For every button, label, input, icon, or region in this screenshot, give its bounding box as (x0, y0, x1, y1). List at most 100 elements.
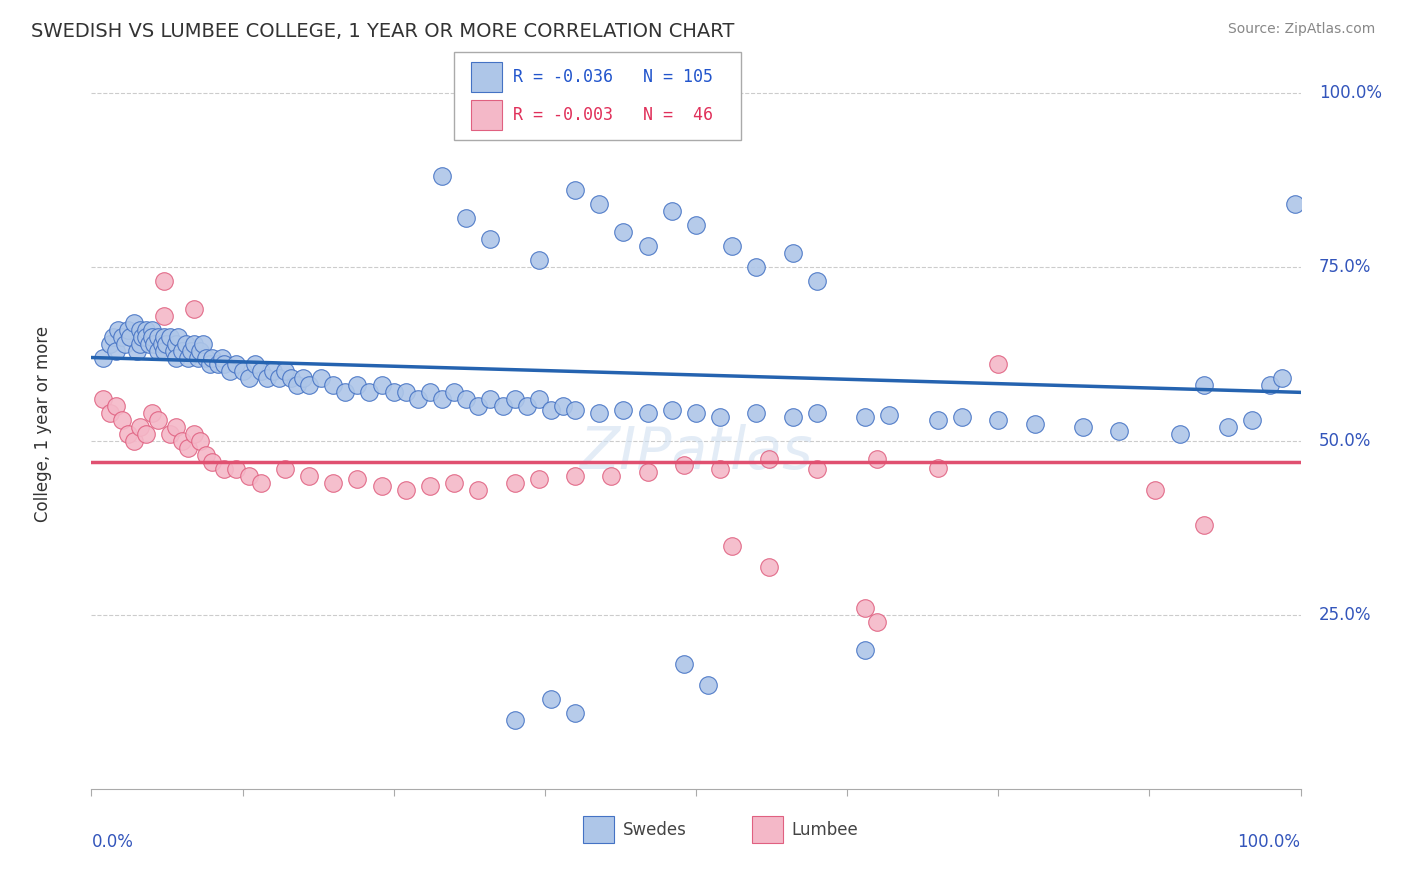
Point (806, 406, 828, 420)
Text: Source: ZipAtlas.com: Source: ZipAtlas.com (1227, 22, 1375, 37)
Point (285, 378, 308, 392)
Point (516, 399, 538, 413)
Point (672, 458, 695, 473)
Point (167, 329, 190, 343)
Point (98, 336, 121, 351)
Text: R = -0.003   N =  46: R = -0.003 N = 46 (513, 106, 713, 124)
Point (201, 351, 224, 365)
Text: 100.0%: 100.0% (1319, 84, 1382, 102)
Point (162, 343, 184, 358)
Point (661, 204, 683, 219)
Point (177, 441, 200, 455)
Point (588, 406, 610, 420)
Point (540, 691, 562, 706)
Point (661, 402, 683, 417)
Point (128, 420, 150, 434)
Point (1168, 427, 1191, 442)
Point (503, 713, 526, 727)
Point (758, 451, 780, 466)
Point (1271, 371, 1294, 385)
Point (225, 358, 247, 372)
Point (443, 475, 465, 490)
Point (111, 413, 132, 427)
Point (564, 402, 586, 417)
Point (135, 329, 157, 343)
Point (335, 385, 357, 400)
Point (467, 483, 489, 497)
Point (987, 413, 1010, 427)
Point (238, 469, 260, 483)
Point (262, 364, 284, 378)
Point (183, 336, 205, 351)
Point (131, 329, 153, 343)
Point (195, 448, 218, 462)
Point (298, 378, 321, 392)
Point (225, 462, 247, 476)
Point (467, 399, 489, 413)
Point (188, 343, 211, 358)
Point (172, 343, 194, 358)
Point (159, 427, 181, 442)
Text: SWEDISH VS LUMBEE COLLEGE, 1 YEAR OR MORE CORRELATION CHART: SWEDISH VS LUMBEE COLLEGE, 1 YEAR OR MOR… (31, 22, 734, 41)
Point (685, 218, 707, 232)
Point (1071, 420, 1094, 434)
Point (141, 323, 163, 337)
Point (117, 323, 139, 337)
Point (419, 385, 441, 400)
Point (1260, 378, 1282, 392)
Point (127, 343, 149, 358)
Point (527, 252, 550, 267)
Point (187, 351, 209, 365)
Point (491, 399, 513, 413)
Point (346, 472, 368, 486)
Point (153, 329, 176, 343)
Text: College, 1 year or more: College, 1 year or more (34, 326, 52, 522)
Point (128, 336, 150, 351)
Point (1108, 424, 1130, 438)
Point (866, 615, 889, 630)
Point (191, 336, 214, 351)
Point (195, 351, 218, 365)
Point (146, 329, 169, 343)
Point (456, 211, 478, 226)
Point (93, 392, 115, 407)
Point (879, 408, 901, 422)
Point (866, 451, 889, 466)
Point (322, 378, 344, 392)
Point (853, 643, 876, 657)
Point (104, 343, 127, 358)
Point (1216, 420, 1239, 434)
Point (267, 371, 290, 385)
Point (564, 469, 586, 483)
Point (128, 323, 150, 337)
Point (419, 479, 441, 493)
Point (612, 225, 634, 239)
Point (745, 260, 768, 274)
Point (143, 336, 166, 351)
Text: Swedes: Swedes (623, 821, 686, 838)
Point (745, 406, 768, 420)
Point (346, 378, 368, 392)
Point (198, 358, 221, 372)
Point (150, 336, 173, 351)
Point (430, 169, 453, 184)
Point (141, 406, 163, 420)
Point (117, 427, 139, 442)
Point (359, 385, 381, 400)
Point (1192, 517, 1215, 532)
Point (159, 329, 181, 343)
Point (249, 364, 271, 378)
Point (274, 364, 297, 378)
Point (188, 434, 211, 449)
Point (672, 657, 695, 671)
Point (135, 427, 157, 442)
Point (612, 402, 634, 417)
Point (927, 460, 949, 475)
Point (153, 309, 176, 323)
Point (183, 427, 205, 442)
Point (637, 406, 659, 420)
Text: Lumbee: Lumbee (792, 821, 858, 838)
Point (382, 385, 405, 400)
Point (214, 358, 236, 372)
Point (1284, 197, 1306, 211)
